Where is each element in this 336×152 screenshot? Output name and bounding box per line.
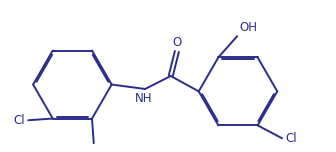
Text: Cl: Cl: [285, 132, 297, 145]
Text: NH: NH: [135, 92, 152, 105]
Text: O: O: [172, 36, 181, 49]
Text: Cl: Cl: [14, 114, 26, 127]
Text: OH: OH: [240, 21, 258, 35]
